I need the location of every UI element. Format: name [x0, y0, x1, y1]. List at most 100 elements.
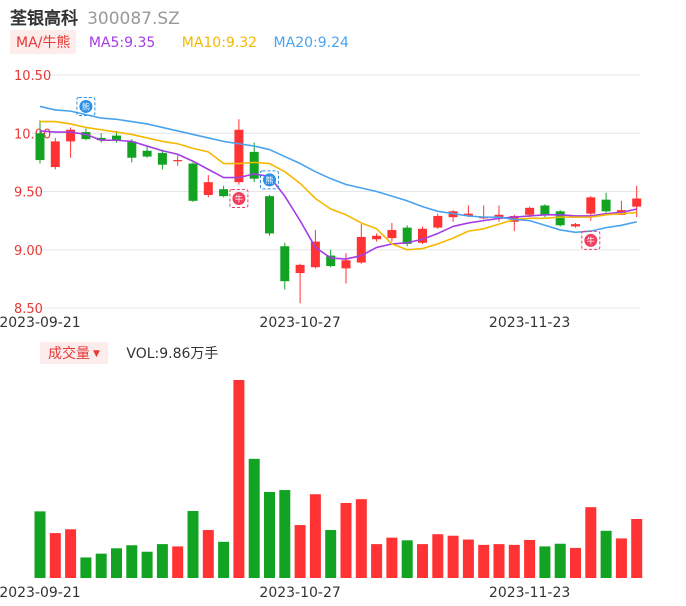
candle-body — [433, 215, 443, 228]
candle-body — [280, 246, 290, 282]
candle-body — [295, 264, 305, 274]
volume-bar — [631, 518, 643, 578]
marker-dot — [263, 173, 276, 187]
candle-body — [402, 227, 412, 244]
volume-bar — [172, 546, 184, 578]
price-grid: 10.50 10.00 9.50 9.00 8.50 — [14, 69, 640, 317]
date-label: 2023-10-27 — [259, 585, 340, 601]
volume-bar — [309, 494, 321, 578]
candle-body — [265, 196, 274, 234]
date-label: 2023-09-21 — [0, 315, 81, 331]
volume-bar — [80, 557, 92, 578]
volume-value-label: VOL:9.86万手 — [126, 346, 219, 362]
ma5-line — [39, 130, 637, 260]
marker-dot — [232, 191, 246, 205]
volume-bar — [187, 510, 199, 578]
ma20-line — [39, 105, 637, 234]
candle-body — [418, 228, 427, 243]
price-date-axis: 2023-09-21 2023-10-27 2023-11-23 — [0, 315, 570, 331]
marker-dot — [79, 99, 93, 113]
volume-bar — [202, 530, 214, 578]
candle-body — [525, 207, 535, 215]
candle-body — [96, 137, 106, 141]
candle-body — [387, 229, 397, 239]
candle-body — [219, 189, 229, 197]
volume-bar — [401, 540, 413, 578]
volume-bar — [65, 529, 77, 578]
marker-dot — [584, 233, 598, 247]
candle-body — [326, 255, 336, 267]
ma5-legend-label: MA5:9.35 — [88, 35, 156, 51]
candle-body — [356, 236, 366, 263]
candle-body — [81, 132, 91, 140]
bear-signal-marker: 熊 — [260, 170, 279, 190]
marker-frame — [581, 230, 601, 250]
stock-name: 荃银高科 — [10, 9, 78, 29]
volume-bar — [371, 544, 383, 578]
candle-body — [540, 205, 550, 215]
date-label: 2023-10-27 — [259, 315, 340, 331]
candle-body — [35, 133, 45, 161]
volume-bar — [417, 544, 428, 578]
candle-body — [127, 141, 137, 158]
volume-bar — [570, 547, 581, 578]
candles — [35, 119, 642, 304]
candle-body — [203, 182, 213, 195]
marker-frame — [76, 96, 96, 116]
y-tick-label: 9.50 — [14, 186, 43, 201]
volume-bar — [585, 507, 597, 578]
candle-body — [372, 235, 382, 240]
candle-body — [157, 153, 167, 165]
volume-legend: 成交量 ▼ VOL:9.86万手 — [40, 342, 219, 364]
candle-body — [50, 141, 60, 168]
y-tick-label: 10.50 — [14, 69, 51, 84]
volume-bar — [248, 458, 260, 578]
candle-body — [555, 211, 565, 226]
volume-mode-selector[interactable]: 成交量 ▼ — [40, 342, 108, 364]
candle-body — [66, 129, 76, 142]
marker-label: 牛 — [235, 193, 243, 203]
volume-bar — [432, 534, 444, 578]
candle-body — [173, 160, 183, 162]
volume-bar — [447, 535, 459, 578]
candle-body — [310, 241, 320, 268]
volume-bar — [95, 553, 107, 578]
marker-label: 牛 — [587, 235, 595, 245]
candle-body — [249, 151, 259, 179]
volume-bar — [554, 543, 566, 578]
ma10-line — [40, 120, 637, 251]
volume-bar — [264, 491, 275, 578]
date-label: 2023-09-21 — [0, 585, 81, 601]
volume-mode-label: 成交量 — [48, 346, 90, 362]
candle-body — [571, 224, 580, 227]
y-tick-label: 10.00 — [14, 127, 51, 142]
volume-bar — [126, 545, 138, 578]
volume-bar — [615, 538, 627, 578]
bull-signal-marker: 牛 — [581, 230, 601, 250]
volume-bar — [340, 502, 352, 578]
candle-body — [632, 198, 642, 207]
volume-bar — [111, 548, 122, 578]
volume-bar — [539, 546, 551, 578]
ma-legend: MA/牛熊 MA5:9.35 MA10:9.32 MA20:9.24 — [10, 30, 349, 54]
volume-bar — [325, 530, 337, 578]
volume-bar — [462, 539, 474, 578]
date-label: 2023-11-23 — [489, 315, 570, 331]
candle-body — [188, 163, 198, 201]
stock-code: 300087.SZ — [87, 9, 180, 29]
marker-frame — [229, 188, 249, 208]
ma-mode-selector[interactable]: MA/牛熊 — [10, 30, 77, 54]
volume-bar — [279, 490, 291, 578]
marker-label: 熊 — [82, 101, 90, 111]
date-label: 2023-11-23 — [489, 585, 570, 601]
volume-bar — [600, 530, 612, 578]
volume-bar — [233, 380, 245, 578]
candle-body — [341, 260, 351, 269]
y-tick-label: 9.00 — [14, 244, 43, 259]
volume-bar — [478, 544, 490, 578]
bear-signal-marker: 熊 — [76, 96, 96, 116]
volume-bar — [156, 544, 168, 578]
volume-bar — [218, 541, 230, 578]
volume-bar — [141, 551, 153, 578]
